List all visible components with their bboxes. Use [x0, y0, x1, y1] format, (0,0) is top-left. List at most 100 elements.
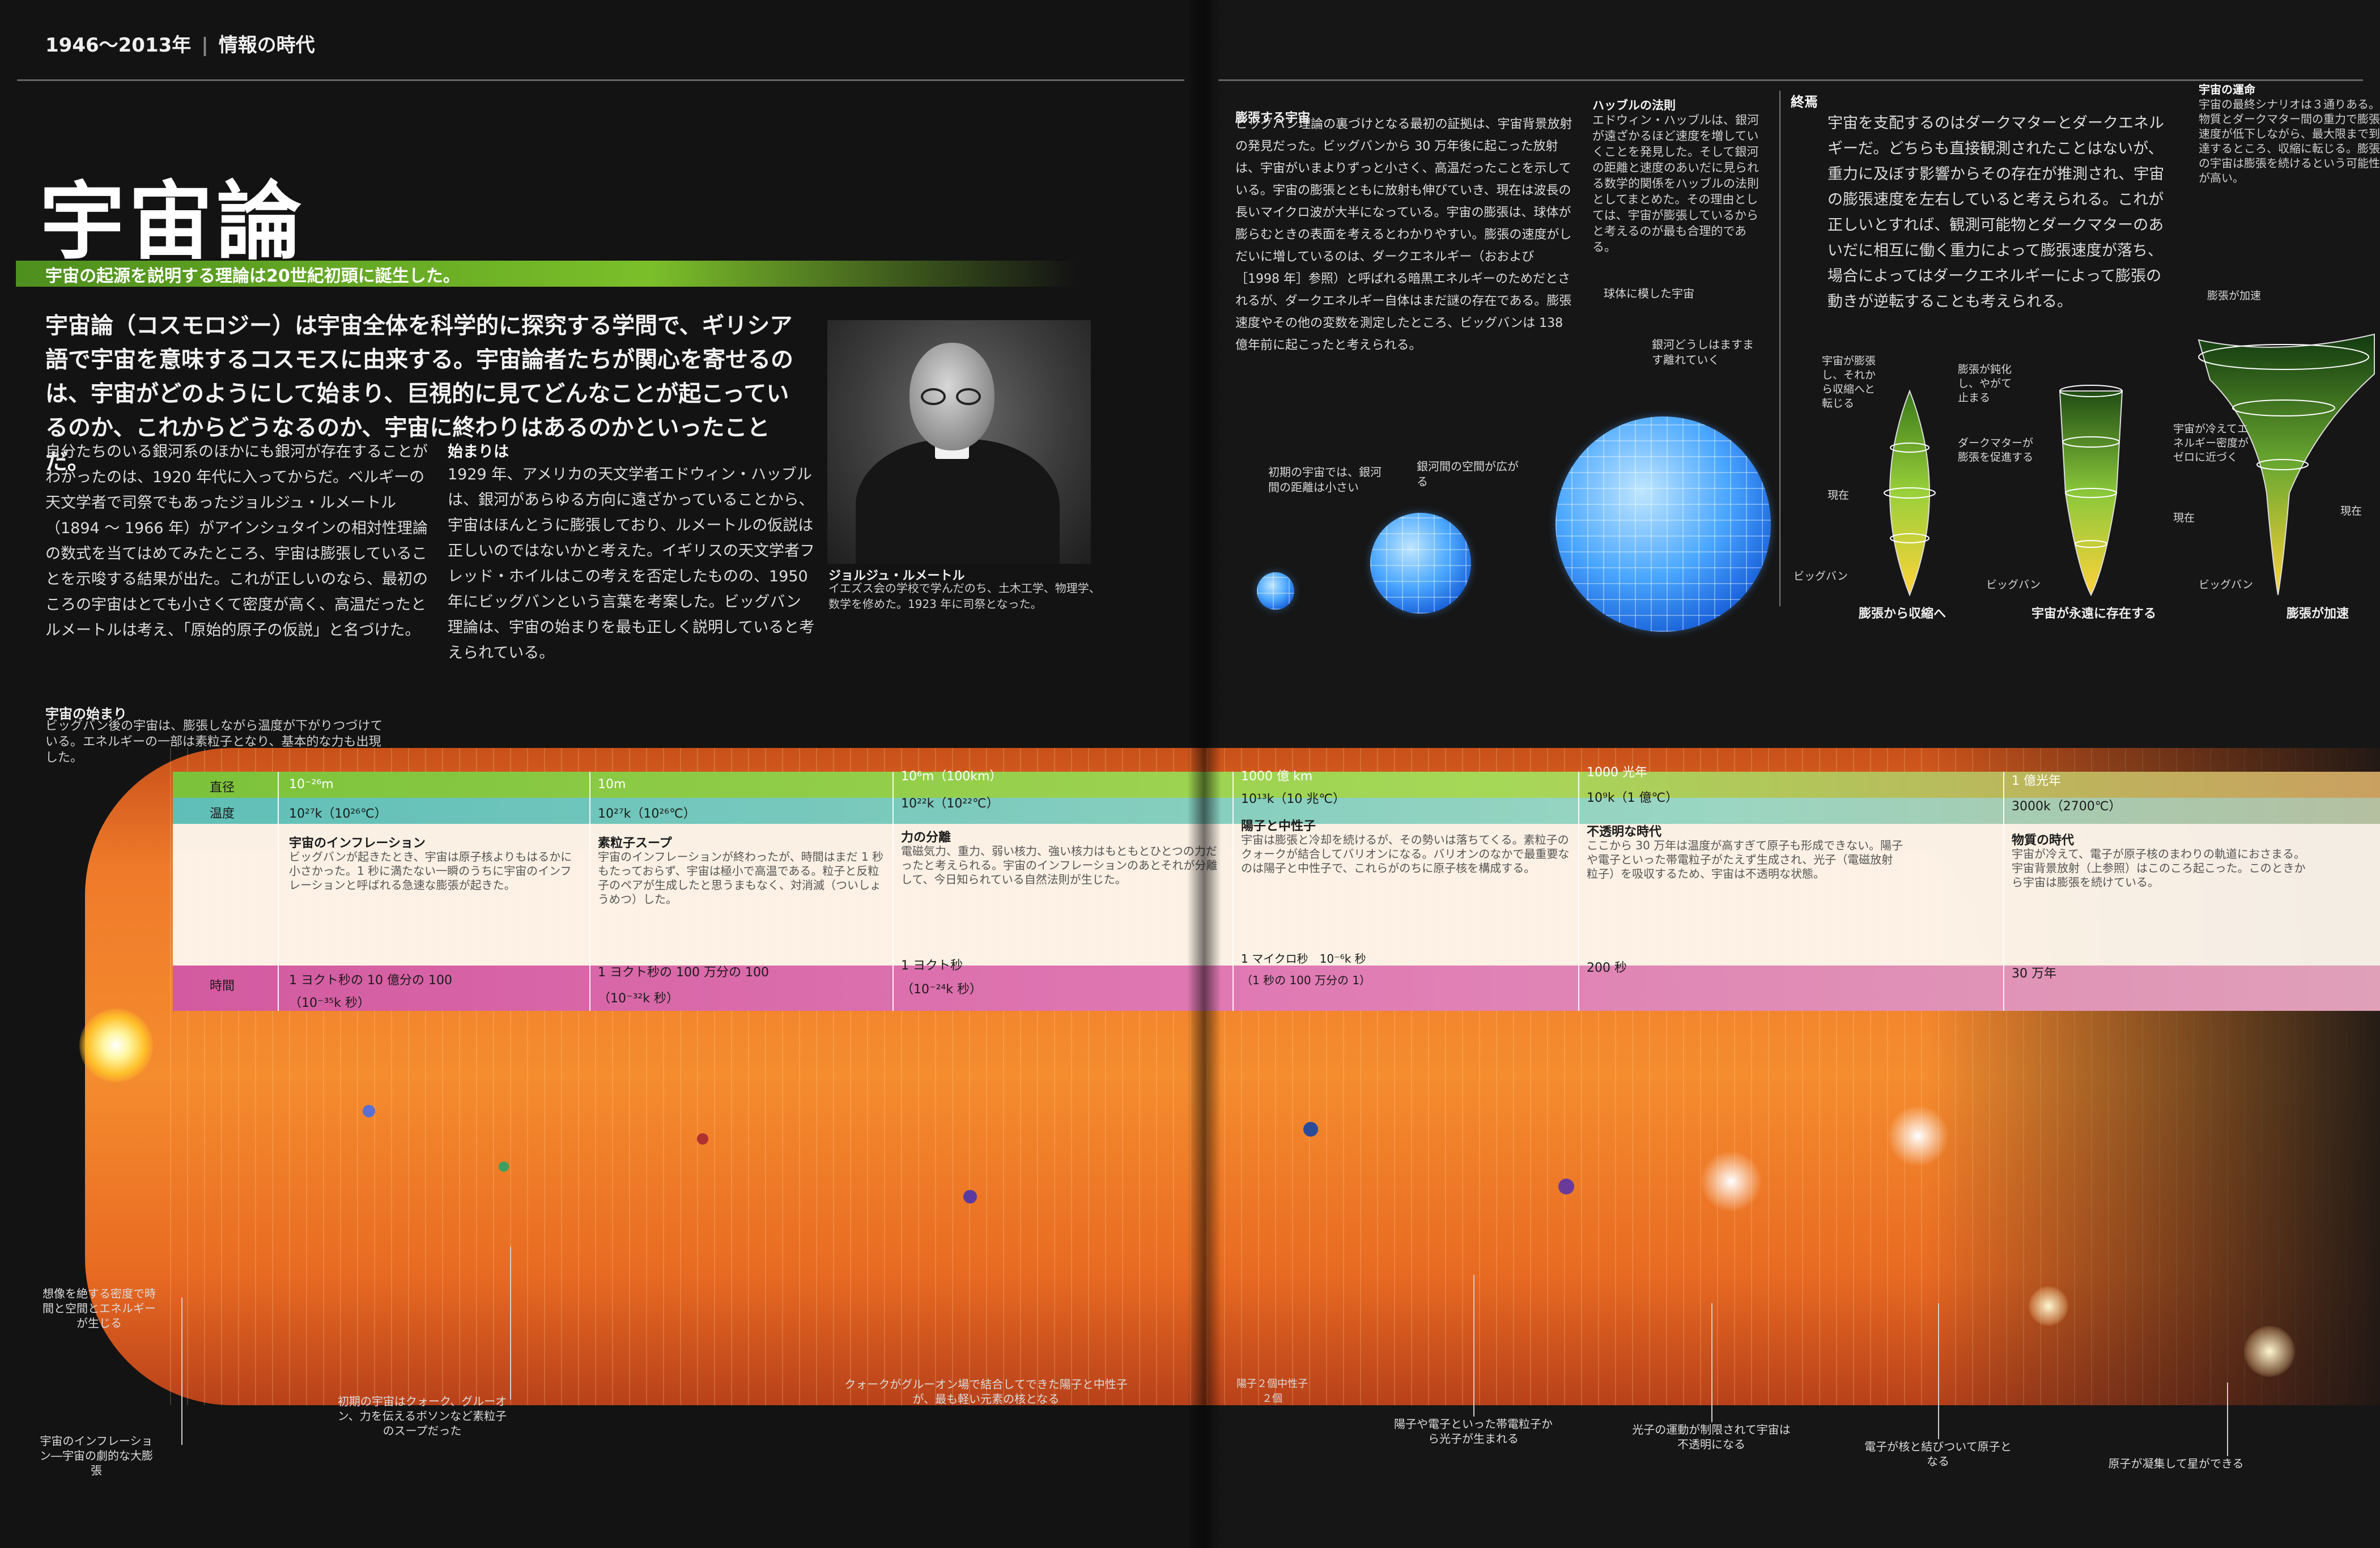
- photo-caption-text: イエズス会の学校で学んだのち、土木工学、物理学、数学を修めた。1923 年に司祭…: [828, 581, 1100, 611]
- steady-model-diagram: [2059, 385, 2123, 597]
- col4-text: 宇宙は膨張と冷却を続けるが、その勢いは落ちてくる。素粒子のクォークが結合してバリ…: [1241, 833, 1570, 875]
- column-separator: [589, 772, 590, 1011]
- accelerate-label-1: 膨張が加速: [2207, 290, 2262, 302]
- row-label-diameter: 直径: [210, 781, 235, 795]
- collapse-now-label: 現在: [1828, 489, 1850, 501]
- annotation-leader-line: [510, 1247, 511, 1400]
- steady-now-label: 現在: [2173, 512, 2195, 524]
- accelerate-caption: 膨張が加速: [2286, 607, 2349, 621]
- fate-text: 宇宙の最終シナリオは３通りある。物質とダークマター間の重力で膨張速度が低下しなが…: [2199, 97, 2380, 185]
- steady-caption: 宇宙が永遠に存在する: [2032, 607, 2157, 621]
- col4-temperature: 10¹³k（10 兆℃）: [1241, 792, 1346, 806]
- col1-text: ビッグバンが起きたとき、宇宙は原子核よりもはるかに小さかった。1 秒に満たない一…: [289, 850, 572, 892]
- collapse-label: 宇宙が膨張し、それから収縮へと転じる: [1822, 355, 1876, 410]
- annotation-opaque: 光子の運動が制限されて宇宙は不透明になる: [1632, 1423, 1791, 1451]
- description-band: [173, 824, 2380, 966]
- page-subtitle: 宇宙の起源を説明する理論は20世紀初頭に誕生した。: [45, 266, 460, 286]
- running-header: 1946～2013年 | 情報の時代: [45, 34, 315, 57]
- annotation-soup: 初期の宇宙はクォーク、グルーオン、力を伝えるボソンなど素粒子のスープだった: [337, 1394, 507, 1438]
- expanding-heading: 膨張する宇宙: [1235, 111, 1311, 125]
- ending-text: 宇宙を支配するのはダークマターとダークエネルギーだ。どちらも直接観測されたことは…: [1828, 114, 2165, 311]
- temperature-band: [173, 798, 2380, 824]
- subtitle-bar: [16, 261, 1076, 287]
- row-label-temperature: 温度: [210, 807, 235, 821]
- fate-heading: 宇宙の運命: [2199, 83, 2255, 96]
- particle-dot: [1558, 1179, 1574, 1194]
- photo-body-shape: [856, 439, 1060, 564]
- annotation-leader-line: [181, 1298, 182, 1445]
- annotation-density: 想像を絶する密度で時間と空間とエネルギーが生じる: [42, 1287, 156, 1330]
- col2-time: 1 ヨクト秒の 100 万分の 100: [598, 966, 769, 980]
- col3-time: 1 ヨクト秒: [901, 959, 963, 973]
- medium-universe-sphere: [1370, 513, 1471, 614]
- accelerate-now-label: 現在: [2340, 505, 2362, 517]
- col5-text: ここから 30 万年は温度が高すぎて原子も形成できない。陽子や電子といった帯電粒…: [1587, 839, 1903, 881]
- annotation-inflation: 宇宙のインフレーション―宇宙の劇的な大膨張: [40, 1434, 153, 1477]
- expanding-text: ビッグバン理論の裏づけとなる最初の証拠は、宇宙背景放射の発見だった。ビッグバンか…: [1235, 117, 1572, 352]
- col4-diameter: 1000 億 km: [1241, 769, 1313, 784]
- col3-title: 力の分離: [901, 831, 951, 845]
- column-separator: [2003, 772, 2004, 1011]
- steady-bigbang-label: ビッグバン: [1986, 579, 2041, 591]
- col2-text: 宇宙のインフレーションが終わったが、時間はまだ 1 秒もたっておらず、宇宙は極小…: [598, 850, 884, 906]
- diameter-band: [173, 772, 2380, 798]
- annotation-atoms: 電子が核と結びついて原子となる: [1864, 1440, 2012, 1468]
- col5-temperature: 10⁹k（1 億℃）: [1587, 791, 1678, 805]
- time-band: [173, 966, 2380, 1011]
- col1-time-exp: （10⁻³⁵k 秒）: [289, 996, 370, 1010]
- col6-temperature: 3000k（2700℃）: [2012, 799, 2122, 814]
- large-universe-sphere: [1556, 416, 1771, 632]
- photon-burst: [1700, 1150, 1762, 1213]
- photo-caption-name: ジョルジュ・ルメートル: [828, 569, 965, 583]
- annotation-nuclei: クォークがグルーオン場で結合してできた陽子と中性子が、最も軽い元素の核となる: [844, 1377, 1128, 1406]
- steady-label-1: 膨張が鈍化し、やがて止まる: [1958, 363, 2012, 404]
- collapse-bigbang-label: ビッグバン: [1794, 570, 1848, 582]
- particle-dot: [963, 1190, 977, 1203]
- beginning-paragraph: 1929 年、アメリカの天文学者エドウィン・ハッブルは、銀河があらゆる方向に遠ざ…: [448, 466, 815, 662]
- period-label: 1946～2013年: [45, 34, 192, 57]
- section-label: 情報の時代: [218, 34, 315, 57]
- header-rule: [17, 79, 1184, 81]
- col2-title: 素粒子スープ: [598, 836, 672, 850]
- collapse-model-diagram: [1884, 389, 1936, 597]
- col5-title: 不透明な時代: [1587, 825, 1662, 839]
- col6-title: 物質の時代: [2012, 833, 2075, 848]
- col4-time: 1 マイクロ秒 10⁻⁶k 秒: [1241, 952, 1366, 966]
- particle-dot: [1303, 1122, 1318, 1137]
- annotation-helium: 陽子２個中性子２個: [1236, 1378, 1308, 1405]
- row-label-time: 時間: [210, 979, 235, 993]
- beginning-heading: 始まりは: [448, 443, 509, 461]
- lead-paragraph: 宇宙論（コスモロジー）は宇宙全体を科学的に探究する学問で、ギリシア語で宇宙を意味…: [45, 313, 793, 475]
- collapse-caption: 膨張から収縮へ: [1859, 607, 1946, 621]
- accelerate-label-2: 宇宙が冷えてエネルギー密度がゼロに近づく: [2173, 423, 2249, 463]
- col2-temperature: 10²⁷k（10²⁶℃）: [598, 807, 696, 821]
- large-sphere-heading: 球体に模した宇宙: [1604, 287, 1694, 300]
- ending-heading: 終焉: [1791, 94, 1818, 110]
- hubble-text: エドウィン・ハッブルは、銀河が遠ざかるほど速度を増していくことを発見した。そして…: [1592, 113, 1759, 254]
- col1-title: 宇宙のインフレーション: [289, 836, 426, 850]
- column-separator: [278, 772, 279, 1011]
- column-separator: [1232, 772, 1234, 1011]
- col6-diameter: 1 億光年: [2012, 774, 2061, 788]
- origin-heading: 宇宙の始まり: [45, 706, 127, 722]
- col1-diameter: 10⁻²⁶m: [289, 777, 334, 792]
- fate-text-block: 宇宙の運命 宇宙の最終シナリオは３通りある。物質とダークマター間の重力で膨張速度が…: [2199, 82, 2380, 185]
- annotation-leader-line: [1473, 1275, 1474, 1417]
- col6-text: 宇宙が冷えて、電子が原子核のまわりの軌道におさまる。宇宙背景放射（上参照）はこの…: [2012, 847, 2306, 889]
- origin-text: ビッグバン後の宇宙は、膨張しながら温度が下がりつづけている。エネルギーの一部は素…: [45, 719, 383, 765]
- annotation-stars: 原子が凝集して星ができる: [2108, 1457, 2244, 1470]
- medium-sphere-label: 銀河間の空間が広がる: [1417, 460, 1519, 488]
- col4-time-exp: （1 秒の 100 万分の 1）: [1241, 973, 1371, 987]
- header-rule-right: [1218, 79, 2363, 81]
- glasses-icon: [921, 388, 983, 406]
- particle-dot: [697, 1133, 708, 1145]
- steady-label-2: ダークマターが膨張を促進する: [1958, 437, 2034, 463]
- accelerate-model-diagram: [2198, 333, 2375, 596]
- page-title: 宇宙論: [40, 173, 305, 271]
- col3-diameter: 10⁶m（100km）: [901, 769, 1002, 784]
- small-sphere-label: 初期の宇宙では、銀河間の距離は小さい: [1268, 465, 1382, 494]
- col5-time: 200 秒: [1587, 961, 1627, 975]
- col6-time: 30 万年: [2012, 967, 2056, 981]
- col3-temperature: 10²²k（10²²℃）: [901, 797, 999, 811]
- particle-dot: [363, 1105, 375, 1117]
